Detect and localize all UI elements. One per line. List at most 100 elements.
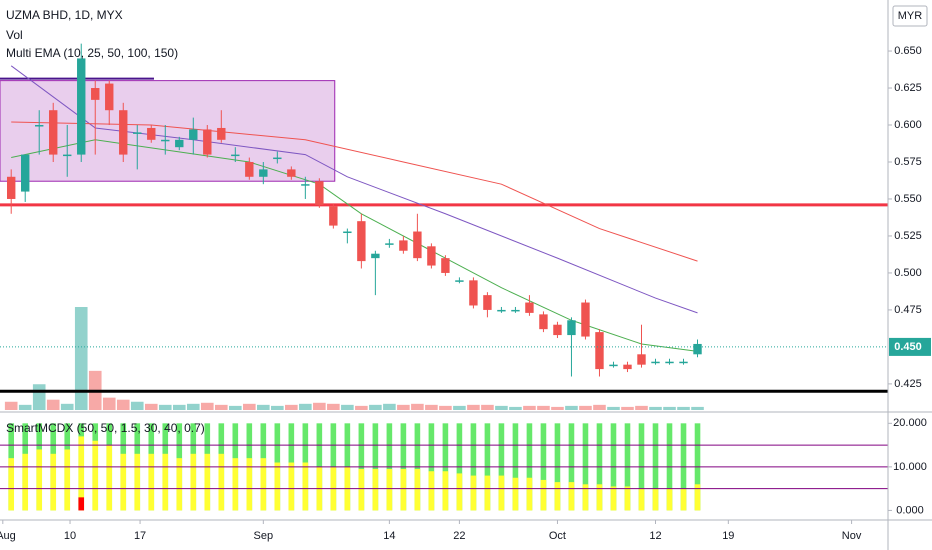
candle-body [133, 132, 142, 134]
x-tick-label: Aug [0, 530, 16, 542]
mcdx-bar [134, 453, 141, 511]
mcdx-bar [190, 453, 197, 511]
mcdx-bar [64, 449, 71, 511]
candle-body [21, 154, 30, 192]
volume-bar [607, 406, 620, 410]
x-tick-label: 10 [64, 530, 76, 542]
mcdx-bar [484, 475, 491, 511]
ema-line [11, 121, 698, 262]
plot [0, 43, 888, 511]
candle-body [413, 231, 422, 259]
mcdx-bar [442, 471, 449, 511]
last-price-label: 0.450 [894, 341, 922, 353]
volume-bar [467, 404, 480, 410]
volume-bar [102, 397, 116, 410]
mcdx-bar [260, 458, 267, 511]
candle-body [301, 184, 310, 186]
y-tick-label: 0.625 [894, 82, 922, 94]
volume-bar [635, 405, 648, 410]
candle-body [567, 320, 576, 336]
mcdx-bar [8, 458, 15, 511]
volume-bar [495, 405, 508, 410]
volume-bar [130, 401, 144, 410]
volume-bar [677, 406, 690, 410]
mcdx-bar [78, 497, 85, 511]
candle-body [7, 176, 16, 199]
volume-bar [200, 402, 214, 410]
x-tick-label: 14 [383, 530, 395, 542]
candle-body [329, 206, 338, 226]
mcdx-bar [652, 488, 659, 511]
mcdx-bar [568, 482, 575, 511]
candle-body [147, 127, 156, 140]
candle-body [665, 361, 674, 364]
y-tick-label: 0.000 [896, 504, 924, 516]
volume-bar [214, 404, 228, 410]
candle-body [357, 221, 366, 262]
mcdx-bar [680, 488, 687, 511]
y-tick-label: 0.475 [894, 304, 922, 316]
volume-bar [313, 402, 326, 410]
candle-body [469, 280, 478, 306]
mcdx-bar [456, 473, 463, 511]
volume-bar [144, 403, 158, 410]
mcdx-bar [694, 484, 701, 511]
mcdx-bar [610, 486, 617, 511]
mcdx-bar [148, 453, 155, 511]
x-tick-label: 17 [134, 530, 146, 542]
volume-bar [158, 404, 172, 410]
volume-bar [4, 401, 18, 410]
currency-box[interactable] [892, 5, 928, 27]
volume-bar [439, 405, 452, 410]
candle-body [539, 314, 548, 330]
mcdx-bar [624, 486, 631, 511]
mcdx-bar [638, 488, 645, 511]
candle-body [679, 361, 688, 364]
candle-body [609, 364, 618, 367]
ema-line [11, 139, 698, 352]
volume-bar [32, 384, 46, 410]
x-tick-label: 22 [453, 530, 465, 542]
mcdx-bar [596, 484, 603, 511]
candle-body [385, 243, 394, 245]
volume-bar [593, 404, 606, 410]
candle-body [231, 154, 240, 157]
volume-bar [551, 406, 564, 410]
mcdx-bar [554, 482, 561, 511]
candle-body [315, 181, 324, 205]
volume-bar [341, 404, 354, 410]
candle-body [273, 157, 282, 160]
candle-body [63, 154, 72, 157]
x-tick-label: 19 [722, 530, 734, 542]
mcdx-bar [414, 469, 421, 511]
candle-body [217, 127, 226, 140]
mcdx-bar [470, 475, 477, 511]
last-price-box [889, 337, 931, 356]
volume-bar [327, 403, 340, 410]
volume-bar [649, 406, 662, 410]
candle-body [427, 246, 436, 266]
volume-bar [691, 406, 704, 410]
candle-body [623, 364, 632, 370]
candle-body [511, 309, 520, 312]
volume-bar [74, 307, 88, 410]
indicator-label: Multi EMA (10, 25, 50, 100, 150) [6, 46, 178, 60]
mcdx-bar [232, 458, 239, 511]
mcdx-bar [106, 445, 113, 511]
mcdx-bar [302, 462, 309, 511]
candle-body [259, 169, 268, 177]
volume-bar [355, 405, 368, 410]
candle-body [581, 302, 590, 337]
y-tick-label: 10.000 [893, 461, 927, 473]
volume-bar [383, 403, 396, 410]
currency-label[interactable]: MYR [898, 10, 923, 22]
candle-body [175, 139, 184, 148]
chart-title: UZMA BHD, 1D, MYX [6, 8, 123, 22]
volume-bar [509, 406, 522, 410]
candle-body [203, 129, 212, 155]
candle-body [651, 361, 660, 364]
volume-bar [257, 404, 270, 410]
volume-bar [60, 403, 74, 410]
